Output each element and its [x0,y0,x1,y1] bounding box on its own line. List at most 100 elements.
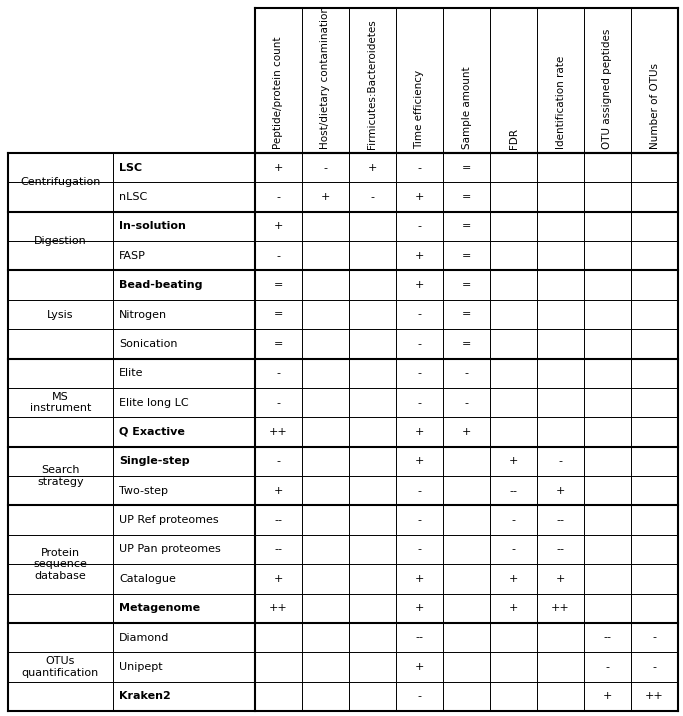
Text: Unipept: Unipept [119,662,163,672]
Text: ++: ++ [645,692,664,701]
Text: Digestion: Digestion [34,236,87,246]
Text: In-solution: In-solution [119,221,186,231]
Text: nLSC: nLSC [119,192,148,202]
Text: +: + [462,427,471,437]
Text: -: - [417,221,421,231]
Text: -: - [417,163,421,173]
Text: -: - [417,368,421,378]
Text: +: + [509,456,518,466]
Text: Firmicutes:Bacteroidetes: Firmicutes:Bacteroidetes [367,19,378,149]
Text: =: = [462,163,471,173]
Text: +: + [415,280,424,290]
Text: -: - [417,397,421,407]
Text: -: - [417,485,421,495]
Text: Lysis: Lysis [47,309,74,319]
Text: Peptide/protein count: Peptide/protein count [273,37,283,149]
Text: Nitrogen: Nitrogen [119,309,167,319]
Text: =: = [274,280,283,290]
Text: +: + [603,692,612,701]
Text: ++: ++ [551,603,570,613]
Text: +: + [274,163,283,173]
Text: Q Exactive: Q Exactive [119,427,185,437]
Text: --: -- [275,515,283,525]
Text: +: + [415,574,424,584]
Text: UP Ref proteomes: UP Ref proteomes [119,515,219,525]
Text: Catalogue: Catalogue [119,574,176,584]
Text: Single-step: Single-step [119,456,190,466]
Text: +: + [274,574,283,584]
Text: -: - [512,515,516,525]
Text: MS
instrument: MS instrument [30,392,92,413]
Text: Bead-beating: Bead-beating [119,280,202,290]
Text: ++: ++ [269,427,288,437]
Text: Sonication: Sonication [119,339,178,349]
Text: ++: ++ [269,603,288,613]
Text: -: - [417,544,421,554]
Text: --: -- [415,632,423,642]
Text: +: + [274,221,283,231]
Text: -: - [277,368,281,378]
Text: +: + [415,427,424,437]
Text: -: - [559,456,563,466]
Text: =: = [462,309,471,319]
Text: FASP: FASP [119,251,146,261]
Text: +: + [415,662,424,672]
Text: -: - [652,662,656,672]
Text: -: - [277,192,281,202]
Text: Time efficiency: Time efficiency [415,70,425,149]
Text: UP Pan proteomes: UP Pan proteomes [119,544,221,554]
Text: -: - [277,397,281,407]
Text: Number of OTUs: Number of OTUs [650,63,660,149]
Text: +: + [556,485,566,495]
Text: +: + [368,163,377,173]
Text: Kraken2: Kraken2 [119,692,171,701]
Text: =: = [462,192,471,202]
Text: +: + [415,192,424,202]
Text: Sample amount: Sample amount [462,67,471,149]
Text: -: - [417,515,421,525]
Text: =: = [274,309,283,319]
Text: =: = [462,251,471,261]
Text: -: - [512,544,516,554]
Text: =: = [462,339,471,349]
Text: +: + [556,574,566,584]
Text: +: + [509,574,518,584]
Text: -: - [417,692,421,701]
Text: Metagenome: Metagenome [119,603,200,613]
Text: +: + [274,485,283,495]
Text: Elite long LC: Elite long LC [119,397,189,407]
Text: -: - [464,397,469,407]
Text: --: -- [557,515,565,525]
Text: OTUs
quantification: OTUs quantification [22,656,99,678]
Text: +: + [415,456,424,466]
Text: +: + [415,251,424,261]
Text: LSC: LSC [119,163,142,173]
Text: Identification rate: Identification rate [555,56,566,149]
Text: Diamond: Diamond [119,632,169,642]
Text: Host/dietary contamination: Host/dietary contamination [320,6,331,149]
Text: =: = [274,339,283,349]
Text: Elite: Elite [119,368,143,378]
Text: =: = [462,280,471,290]
Text: +: + [509,603,518,613]
Text: Search
strategy: Search strategy [37,465,84,487]
Text: --: -- [557,544,565,554]
Text: -: - [370,192,374,202]
Text: -: - [464,368,469,378]
Text: --: -- [510,485,518,495]
Text: OTU assigned peptides: OTU assigned peptides [602,29,613,149]
Text: =: = [462,221,471,231]
Text: -: - [417,339,421,349]
Text: Two-step: Two-step [119,485,168,495]
Text: --: -- [275,544,283,554]
Text: FDR: FDR [509,128,518,149]
Text: -: - [652,632,656,642]
Text: -: - [606,662,609,672]
Text: +: + [321,192,330,202]
Text: Centrifugation: Centrifugation [20,178,100,188]
Text: --: -- [604,632,611,642]
Text: -: - [277,456,281,466]
Text: -: - [277,251,281,261]
Text: +: + [415,603,424,613]
Text: -: - [324,163,328,173]
